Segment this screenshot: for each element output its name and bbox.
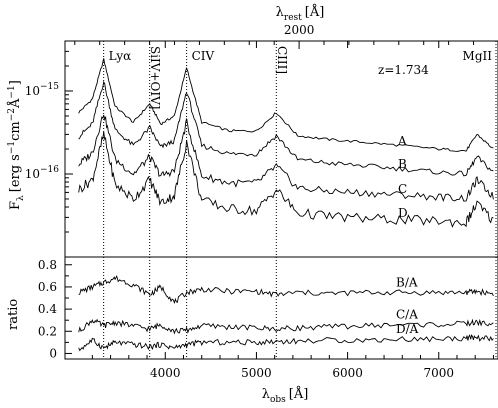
ratio-y-tick-label: 0 <box>49 346 57 360</box>
emission-line-label: SiIV+OIV] <box>148 46 162 109</box>
ratio-panel-frame <box>64 256 498 360</box>
flux-y-axis-label: Fλ[erg s−1cm−2Å−1] <box>7 80 26 210</box>
bottom-axis-title: λobs [Å] <box>262 386 309 405</box>
flux-series-line-B <box>78 80 494 177</box>
ratio-series-label: B/A <box>396 275 418 289</box>
emission-line-label: Lyα <box>109 49 132 63</box>
flux-series-line-D <box>78 131 494 228</box>
top-axis-title: λrest [Å] <box>276 4 325 23</box>
ratio-y-tick-label: 0.8 <box>38 258 57 272</box>
flux-series-label-B: B <box>398 157 407 171</box>
x-tick-label-6000: 6000 <box>332 366 363 380</box>
emission-line-label: CIII] <box>275 46 289 74</box>
emission-line-label: MgII <box>463 49 493 63</box>
ratio-y-axis-label: ratio <box>6 299 21 330</box>
ratio-series-group: B/A C/AD/A <box>78 274 494 352</box>
top-axis-ticks: 2000 <box>74 23 475 49</box>
flux-series-line-C <box>78 114 494 203</box>
ratio-y-tick-label: 0.6 <box>38 280 57 294</box>
flux-y-ticks: 10−15 10−16 <box>25 40 73 233</box>
x-tick-label-5000: 5000 <box>241 366 272 380</box>
x-tick-label-7000: 7000 <box>423 366 454 380</box>
ratio-series-label: D/A <box>396 322 419 336</box>
emission-line-markers: Lyα SiIV+OIV] CIV CIII] MgII <box>103 41 497 359</box>
ratio-series-line <box>78 274 494 304</box>
flux-series-line-A <box>78 58 494 152</box>
redshift-label: z=1.734 <box>378 63 429 77</box>
flux-series-label-A: A <box>397 134 407 148</box>
flux-y-tick-label: 10−16 <box>25 165 60 181</box>
flux-series-label-C: C <box>398 182 407 196</box>
flux-y-tick-label: 10−15 <box>25 82 60 98</box>
ratio-y-tick-label: 0.4 <box>38 302 57 316</box>
ratio-y-ticks: 0 0.2 0.4 0.6 0.8 <box>38 258 72 360</box>
top-tick-label-2000: 2000 <box>284 23 315 37</box>
flux-series-label-D: D <box>398 206 408 220</box>
x-tick-label-4000: 4000 <box>150 366 181 380</box>
ratio-series-line <box>78 334 494 352</box>
ratio-y-tick-label: 0.2 <box>38 324 57 338</box>
ratio-series-line <box>78 318 494 335</box>
emission-line-label: CIV <box>192 49 215 63</box>
ratio-series-label: C/A <box>396 308 418 322</box>
bottom-x-ticks: 4000 5000 6000 7000 <box>91 41 494 380</box>
